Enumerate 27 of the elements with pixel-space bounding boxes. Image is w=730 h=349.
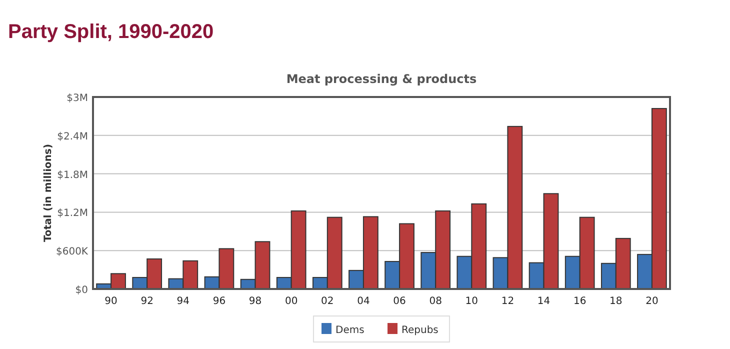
chart-title: Party Split, 1990-2020	[8, 21, 214, 43]
x-tick-label: 20	[646, 296, 658, 307]
y-tick-label: $2.4M	[57, 131, 88, 142]
x-tick-label: 02	[321, 296, 334, 307]
y-axis-title: Total (in millions)	[43, 144, 54, 242]
chart-subtitle: Meat processing & products	[286, 72, 477, 86]
x-tick-label: 18	[610, 296, 622, 307]
x-tick-label: 16	[573, 296, 586, 307]
x-tick-label: 94	[176, 296, 190, 307]
x-tick-label: 08	[429, 296, 442, 307]
y-tick-label: $600K	[56, 246, 88, 258]
legend-label: Repubs	[402, 325, 438, 336]
x-tick-label: 90	[104, 296, 118, 307]
x-tick-label: 06	[393, 296, 406, 307]
y-tick-label: $1.8M	[57, 170, 88, 181]
x-tick-label: 96	[212, 296, 226, 307]
legend-label: Dems	[336, 325, 364, 336]
x-tick-label: 12	[501, 296, 514, 307]
y-tick-label: $3M	[66, 93, 88, 104]
x-tick-label: 10	[465, 296, 478, 307]
y-tick-label: $0	[75, 285, 88, 296]
x-tick-label: 04	[357, 296, 370, 307]
x-tick-label: 00	[284, 296, 298, 307]
x-tick-label: 98	[248, 296, 262, 307]
y-tick-label: $1.2M	[57, 208, 88, 220]
x-tick-label: 92	[140, 296, 154, 307]
x-tick-label: 14	[537, 296, 550, 307]
